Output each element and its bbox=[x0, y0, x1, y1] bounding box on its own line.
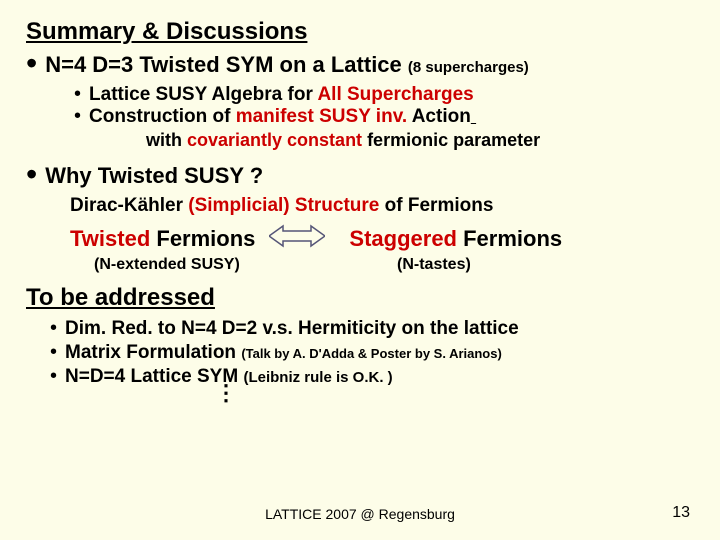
bullet-icon: • bbox=[50, 366, 57, 386]
tba-heading: To be addressed bbox=[26, 284, 694, 312]
n-extended: (N-extended SUSY) bbox=[70, 256, 305, 274]
page-number: 13 bbox=[672, 504, 690, 522]
sub-2-pre: Construction of bbox=[89, 106, 236, 127]
item-1-paren: (8 supercharges) bbox=[408, 59, 529, 76]
fermion-row: Twisted Fermions Staggered Fermions bbox=[70, 223, 694, 254]
dk-pre: Dirac-Kähler bbox=[70, 195, 188, 216]
sub-1-pre: Lattice SUSY Algebra for bbox=[89, 84, 317, 105]
tba-1-text: Dim. Red. to N=4 D=2 v.s. Hermiticity on… bbox=[65, 318, 519, 340]
item-1: • N=4 D=3 Twisted SYM on a Lattice (8 su… bbox=[26, 52, 694, 78]
bullet-icon: • bbox=[74, 106, 81, 126]
note-post: fermionic parameter bbox=[362, 130, 540, 150]
tba-2: • Matrix Formulation (Talk by A. D'Adda … bbox=[50, 342, 694, 364]
twisted-red: Twisted bbox=[70, 226, 150, 251]
vertical-dots-icon: ⋮ bbox=[215, 388, 694, 398]
tba-3-small: (Leibniz rule is O.K. ) bbox=[243, 369, 392, 386]
tba-3: • N=D=4 Lattice SYM (Leibniz rule is O.K… bbox=[50, 366, 694, 388]
sub-2: • Construction of manifest SUSY inv. Act… bbox=[74, 106, 694, 128]
n-tastes: (N-tastes) bbox=[305, 256, 471, 274]
bullet-icon: • bbox=[50, 318, 57, 338]
double-arrow-icon bbox=[269, 223, 325, 254]
fermion-subrow: (N-extended SUSY) (N-tastes) bbox=[70, 256, 694, 274]
item-1-sublist: • Lattice SUSY Algebra for All Superchar… bbox=[74, 84, 694, 128]
sub-1-red: All Supercharges bbox=[317, 84, 473, 105]
tba-2-pre: Matrix Formulation bbox=[65, 342, 241, 363]
twisted-post: Fermions bbox=[150, 226, 255, 251]
bullet-icon: • bbox=[26, 163, 37, 185]
sub-2-red: manifest SUSY inv. bbox=[236, 106, 412, 127]
tba-list: • Dim. Red. to N=4 D=2 v.s. Hermiticity … bbox=[50, 318, 694, 398]
sub-2-post: Action bbox=[412, 106, 471, 127]
sub-1-text: Lattice SUSY Algebra for All Supercharge… bbox=[89, 84, 474, 106]
covariant-note: with covariantly constant fermionic para… bbox=[146, 130, 694, 151]
why-text: Why Twisted SUSY ? bbox=[45, 163, 263, 189]
note-pre: with bbox=[146, 130, 187, 150]
footer: LATTICE 2007 @ Regensburg 13 bbox=[0, 506, 720, 522]
dk-red: (Simplicial) Structure bbox=[188, 195, 379, 216]
sub-1: • Lattice SUSY Algebra for All Superchar… bbox=[74, 84, 694, 106]
sub-2-text: Construction of manifest SUSY inv. Actio… bbox=[89, 106, 476, 128]
staggered-post: Fermions bbox=[457, 226, 562, 251]
staggered-fermions: Staggered Fermions bbox=[349, 226, 562, 252]
tba-2-small: (Talk by A. D'Adda & Poster by S. Ariano… bbox=[241, 346, 502, 361]
cursor-mark bbox=[471, 106, 476, 127]
bullet-icon: • bbox=[74, 84, 81, 104]
dirac-kahler-line: Dirac-Kähler (Simplicial) Structure of F… bbox=[70, 195, 694, 217]
dk-post: of Fermions bbox=[379, 195, 493, 216]
summary-heading: Summary & Discussions bbox=[26, 18, 694, 46]
bullet-icon: • bbox=[26, 52, 37, 74]
twisted-fermions: Twisted Fermions bbox=[70, 226, 255, 252]
item-1-text: N=4 D=3 Twisted SYM on a Lattice (8 supe… bbox=[45, 52, 529, 78]
note-red: covariantly constant bbox=[187, 130, 362, 150]
tba-2-text: Matrix Formulation (Talk by A. D'Adda & … bbox=[65, 342, 502, 364]
bullet-icon: • bbox=[50, 342, 57, 362]
footer-center: LATTICE 2007 @ Regensburg bbox=[0, 506, 720, 522]
item-why: • Why Twisted SUSY ? bbox=[26, 163, 694, 189]
item-1-pre: N=4 D=3 Twisted SYM on a Lattice bbox=[45, 52, 408, 77]
tba-1: • Dim. Red. to N=4 D=2 v.s. Hermiticity … bbox=[50, 318, 694, 340]
staggered-red: Staggered bbox=[349, 226, 457, 251]
